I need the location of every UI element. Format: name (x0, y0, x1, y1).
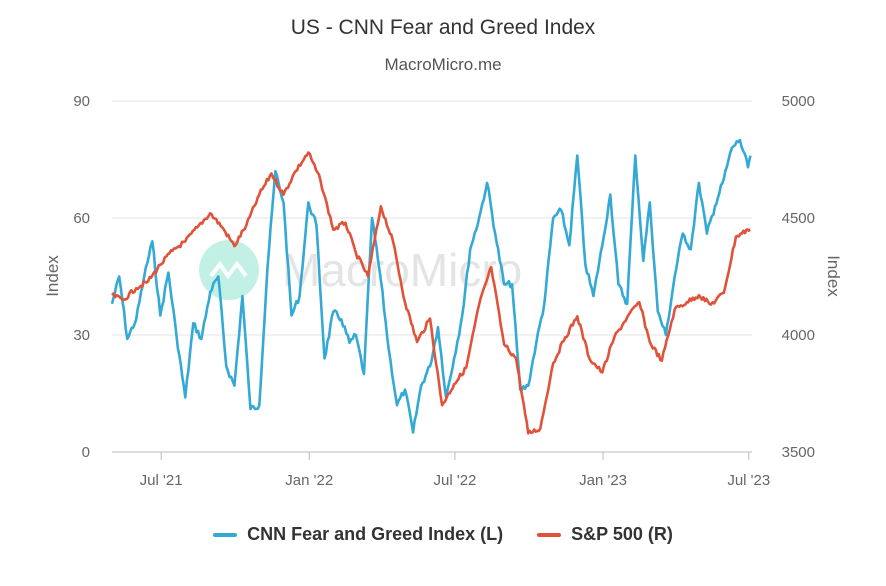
legend-label-sp500: S&P 500 (R) (571, 524, 673, 544)
left-axis-title: Index (43, 255, 62, 297)
x-tick-label-2: Jul '22 (433, 472, 476, 489)
legend-item-sp500[interactable]: S&P 500 (R) (537, 524, 673, 545)
right-tick-label-2: 4500 (782, 210, 815, 227)
legend-label-fear-greed: CNN Fear and Greed Index (L) (247, 524, 504, 544)
right-tick-label-0: 3500 (782, 444, 815, 461)
left-tick-label-1: 30 (73, 327, 90, 344)
chart-subtitle: MacroMicro.me (384, 55, 502, 74)
x-tick-label-1: Jan '22 (285, 472, 333, 489)
left-axis-ticks: 0 30 60 90 (73, 93, 90, 461)
right-tick-label-3: 5000 (782, 93, 815, 110)
legend-item-fear-greed[interactable]: CNN Fear and Greed Index (L) (213, 524, 503, 545)
series-group (110, 138, 752, 435)
series-line-0[interactable] (110, 138, 752, 434)
left-tick-label-2: 60 (73, 210, 90, 227)
x-tick-label-4: Jul '23 (727, 472, 770, 489)
x-axis-ticks: Jul '21 Jan '22 Jul '22 Jan '23 Jul '23 (140, 452, 770, 489)
left-tick-label-0: 0 (82, 444, 90, 461)
macromicro-logo-icon (199, 240, 259, 300)
legend-swatch-fear-greed (213, 532, 238, 537)
legend-swatch-sp500 (537, 532, 562, 537)
legend: CNN Fear and Greed Index (L) S&P 500 (R) (0, 524, 886, 545)
right-axis-ticks: 3500 4000 4500 5000 (782, 93, 815, 461)
grid-lines (112, 100, 752, 453)
chart-title: US - CNN Fear and Greed Index (290, 16, 596, 39)
x-tick-label-0: Jul '21 (140, 472, 183, 489)
right-tick-label-1: 4000 (782, 327, 815, 344)
macromicro-logo-wave-icon (209, 260, 248, 280)
x-tick-label-3: Jan '23 (579, 472, 627, 489)
watermark: MacroMicro (199, 240, 522, 300)
left-tick-label-3: 90 (73, 93, 90, 110)
right-axis-title: Index (824, 255, 843, 297)
series-line-1[interactable] (111, 151, 751, 435)
